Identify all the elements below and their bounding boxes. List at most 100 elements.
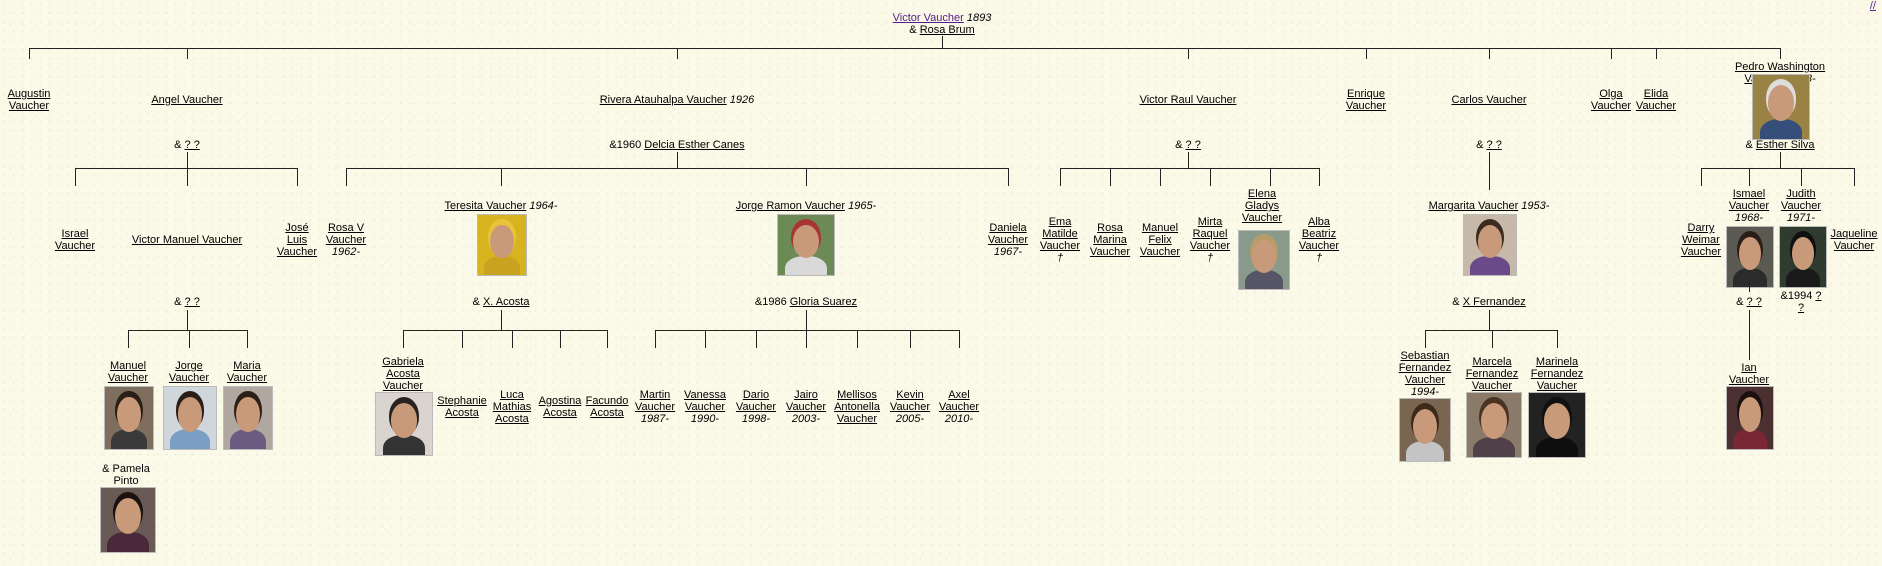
- spouse-name-link[interactable]: Gloria Suarez: [789, 296, 858, 308]
- person-name-link[interactable]: Augustin Vaucher: [7, 88, 51, 112]
- spouse-name-link[interactable]: Rosa Brum: [919, 24, 975, 36]
- person-name-link[interactable]: Luca Mathias Acosta: [492, 389, 532, 425]
- person-name-link[interactable]: Elena Gladys Vaucher: [1241, 188, 1283, 224]
- person-year: 1968-: [1734, 212, 1764, 224]
- connector-tick: [187, 152, 188, 162]
- person-luca: Luca Mathias Acosta: [493, 389, 532, 425]
- person-name-link[interactable]: Mirta Raquel Vaucher: [1189, 216, 1231, 252]
- connector-tick: [1749, 282, 1750, 292]
- person-name-link[interactable]: Dario Vaucher: [735, 389, 777, 413]
- connector-tick: [1188, 48, 1189, 59]
- person-name-link[interactable]: Mellisos Antonella Vaucher: [834, 389, 880, 425]
- spouse-name-link[interactable]: ? ?: [1486, 139, 1502, 151]
- connector-tick: [247, 330, 248, 348]
- person-name-link[interactable]: Jairo Vaucher: [785, 389, 827, 413]
- person-name-link[interactable]: Ismael Vaucher: [1728, 188, 1770, 212]
- photo-maria[interactable]: [223, 386, 273, 450]
- connector-tick: [959, 330, 960, 348]
- person-ema: Ema Matilde Vaucher †: [1040, 216, 1080, 264]
- person-name-link[interactable]: Margarita Vaucher: [1428, 200, 1519, 212]
- person-name-link[interactable]: Ema Matilde Vaucher: [1039, 216, 1081, 252]
- person-name-link[interactable]: Jorge Ramon Vaucher: [735, 200, 846, 212]
- photo-marinela[interactable]: [1528, 392, 1586, 458]
- person-name-link[interactable]: Rosa V Vaucher: [325, 222, 367, 246]
- connector-line: [1701, 168, 1854, 169]
- connector-tick: [462, 330, 463, 348]
- spouse-name-link[interactable]: ? ?: [1185, 139, 1201, 151]
- photo-sebastian[interactable]: [1399, 398, 1451, 462]
- spouse-name-link[interactable]: X. Acosta: [482, 296, 530, 308]
- person-name-link[interactable]: Judith Vaucher: [1780, 188, 1822, 212]
- person-name-link[interactable]: Rivera Atauhalpa Vaucher: [599, 94, 727, 106]
- photo-elena[interactable]: [1238, 230, 1290, 290]
- person-name-link[interactable]: Elida Vaucher: [1635, 88, 1677, 112]
- person-name-link[interactable]: Kevin Vaucher: [889, 389, 931, 413]
- photo-pamela[interactable]: [100, 487, 156, 553]
- person-name-link[interactable]: Victor Manuel Vaucher: [131, 234, 243, 246]
- photo-marcela[interactable]: [1466, 392, 1522, 458]
- spouse-name-link[interactable]: Delcia Esther Canes: [644, 139, 745, 151]
- spouse-name-link[interactable]: Esther Silva: [1755, 139, 1815, 151]
- spouse-manuel: & Pamela Pinto: [102, 463, 150, 487]
- person-name-link[interactable]: Agostina Acosta: [538, 395, 582, 419]
- photo-teresita[interactable]: [477, 214, 527, 276]
- connector-line: [346, 168, 1008, 169]
- person-name-link[interactable]: Axel Vaucher: [938, 389, 980, 413]
- person-name-link[interactable]: Martin Vaucher: [634, 389, 676, 413]
- marriage-label: &: [909, 24, 920, 36]
- person-name-link[interactable]: Enrique Vaucher: [1345, 88, 1387, 112]
- person-name-link[interactable]: Alba Beatriz Vaucher: [1298, 216, 1340, 252]
- connector-tick: [1425, 330, 1426, 348]
- photo-judith[interactable]: [1779, 226, 1827, 288]
- person-name-link[interactable]: Ian Vaucher: [1728, 362, 1770, 386]
- photo-jorge-ramon[interactable]: [777, 214, 835, 276]
- person-name-link[interactable]: Carlos Vaucher: [1451, 94, 1527, 106]
- person-name-link[interactable]: Stephanie Acosta: [437, 395, 487, 419]
- person-year: 1987-: [640, 413, 670, 425]
- person-year: 1962-: [331, 246, 361, 258]
- spouse-name-link[interactable]: ? ?: [184, 296, 200, 308]
- person-year: 1926: [729, 94, 755, 106]
- person-name-link[interactable]: Maria Vaucher: [226, 360, 268, 384]
- photo-gabriela[interactable]: [375, 392, 433, 456]
- person-name-link[interactable]: Daniela Vaucher: [987, 222, 1029, 246]
- person-name-link[interactable]: Sebastian Fernandez Vaucher: [1398, 350, 1452, 386]
- person-name-link[interactable]: Rosa Marina Vaucher: [1089, 222, 1131, 258]
- connector-line: [1425, 330, 1557, 331]
- person-name-link[interactable]: Facundo Acosta: [585, 395, 629, 419]
- person-name-link[interactable]: Jorge Vaucher: [168, 360, 210, 384]
- person-name-link[interactable]: Marcela Fernandez Vaucher: [1465, 356, 1519, 392]
- person-name-link[interactable]: Teresita Vaucher: [444, 200, 527, 212]
- connector-line: [75, 168, 297, 169]
- person-name-link[interactable]: Manuel Vaucher: [107, 360, 149, 384]
- photo-ian[interactable]: [1726, 386, 1774, 450]
- top-link[interactable]: //: [1869, 0, 1876, 12]
- person-name-link[interactable]: Darry Weimar Vaucher: [1680, 222, 1722, 258]
- person-name-link[interactable]: Angel Vaucher: [151, 94, 223, 106]
- photo-pedro[interactable]: [1752, 74, 1810, 140]
- person-mellisos: Mellisos Antonella Vaucher: [834, 389, 880, 425]
- person-name-link[interactable]: Jaqueline Vaucher: [1830, 228, 1878, 252]
- person-year: †: [1056, 252, 1064, 264]
- person-name-link[interactable]: Vanessa Vaucher: [684, 389, 726, 413]
- person-name-link[interactable]: José Luis Vaucher: [276, 222, 318, 258]
- person-name-link[interactable]: Victor Raul Vaucher: [1139, 94, 1237, 106]
- connector-tick: [501, 322, 502, 330]
- photo-margarita[interactable]: [1463, 214, 1517, 276]
- photo-jorge[interactable]: [163, 386, 217, 450]
- person-name-link[interactable]: Olga Vaucher: [1590, 88, 1632, 112]
- spouse-name-link[interactable]: ? ?: [1797, 290, 1822, 314]
- spouse-name-link[interactable]: ? ?: [184, 139, 200, 151]
- person-maria: Maria Vaucher: [227, 360, 267, 384]
- photo-ismael[interactable]: [1726, 226, 1774, 288]
- person-name-link[interactable]: Israel Vaucher: [54, 228, 96, 252]
- person-name-link[interactable]: Gabriela Acosta Vaucher: [382, 356, 424, 392]
- connector-tick: [1060, 168, 1061, 186]
- person-name-link[interactable]: Victor Vaucher: [892, 12, 964, 24]
- photo-manuel[interactable]: [104, 386, 154, 450]
- spouse-name-link[interactable]: X Fernandez: [1462, 296, 1526, 308]
- person-name-link[interactable]: Marinela Fernandez Vaucher: [1530, 356, 1584, 392]
- person-name-link[interactable]: Manuel Felix Vaucher: [1139, 222, 1181, 258]
- spouse-margarita: & X Fernandez: [1452, 296, 1525, 308]
- spouse-name-link[interactable]: ? ?: [1746, 296, 1762, 308]
